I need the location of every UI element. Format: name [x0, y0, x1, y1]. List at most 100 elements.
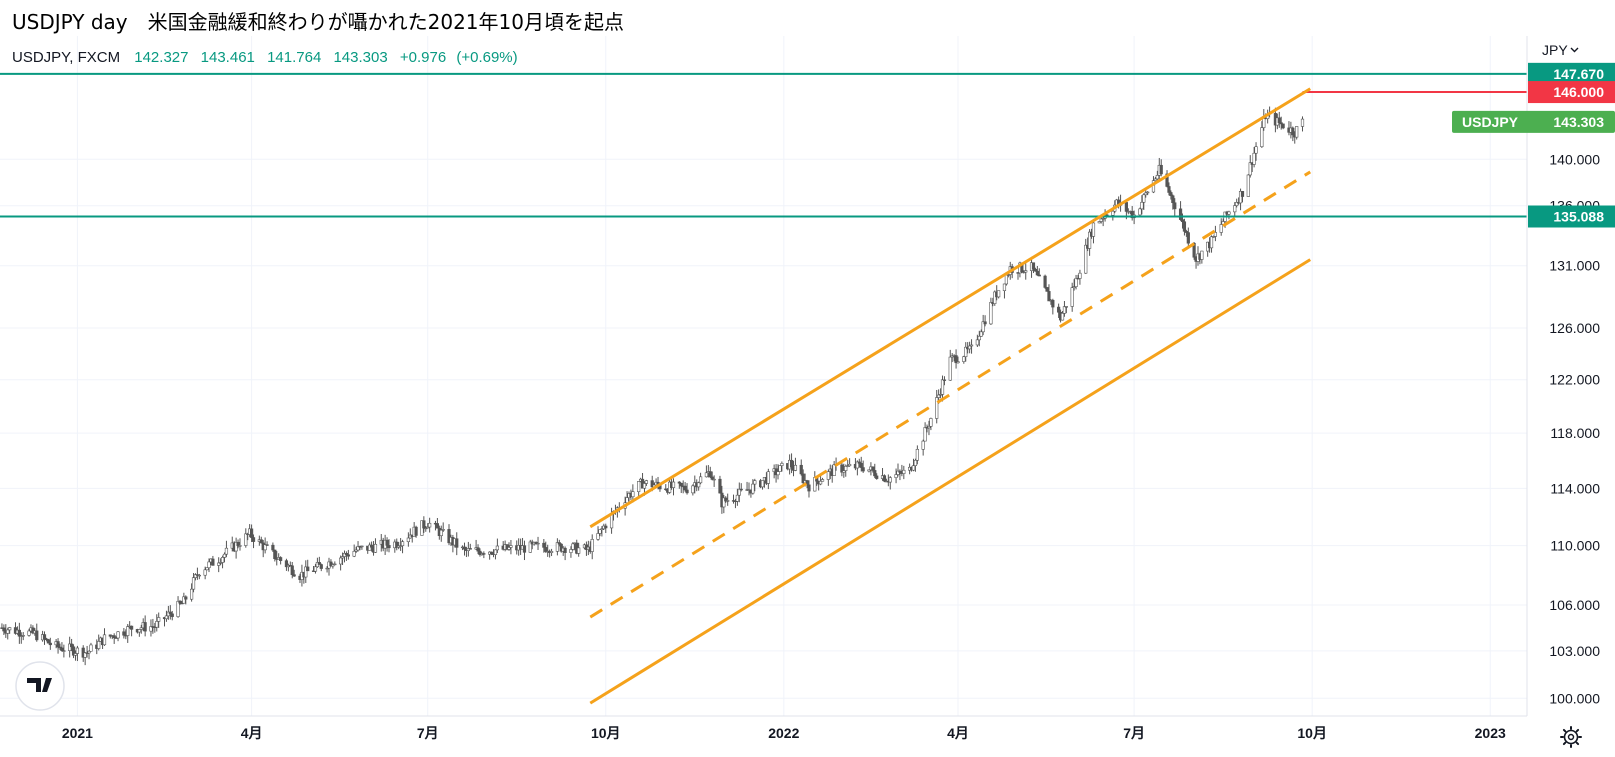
candle-body	[236, 541, 240, 547]
candle	[333, 561, 337, 566]
candle-body	[21, 635, 25, 637]
candle	[737, 482, 741, 503]
candle-body	[896, 470, 900, 475]
candle-body	[737, 488, 741, 496]
candle-body	[596, 533, 600, 540]
candle-body	[938, 394, 943, 396]
candle-body	[712, 478, 716, 481]
candle-body	[993, 291, 997, 304]
candle	[751, 479, 755, 495]
candle-body	[58, 646, 62, 649]
candle	[1240, 190, 1245, 203]
candle	[2, 624, 6, 636]
candle	[466, 541, 470, 557]
candle-body	[178, 600, 182, 604]
candle-body	[875, 475, 879, 479]
channel-upper-line	[589, 87, 1312, 529]
candle	[1171, 194, 1175, 210]
candle-body	[1260, 127, 1264, 148]
candle-body	[97, 641, 101, 649]
candle-body	[956, 361, 960, 364]
candle	[929, 417, 933, 431]
candle-body	[190, 588, 194, 600]
candle-body	[1142, 194, 1146, 203]
candle-body	[989, 302, 993, 325]
candle-body	[964, 346, 968, 358]
candle-body	[842, 470, 846, 473]
candle-body	[975, 339, 979, 346]
tradingview-logo[interactable]	[15, 661, 65, 711]
last-price-value: 143.303	[1553, 114, 1604, 130]
candle-body	[1024, 270, 1028, 273]
candle-body	[387, 545, 391, 549]
settings-button[interactable]	[1560, 726, 1582, 748]
legend-close: 143.303	[333, 49, 387, 66]
candle-body	[1219, 224, 1223, 233]
candle-body	[555, 542, 559, 552]
candle	[1144, 189, 1148, 198]
candle-body	[801, 473, 805, 484]
candle-body	[373, 543, 378, 553]
candle	[989, 297, 993, 325]
candle	[1291, 126, 1295, 142]
candle	[600, 526, 604, 537]
price-tick-label: 110.000	[1550, 538, 1600, 554]
candle-body	[157, 617, 161, 622]
candle	[325, 566, 329, 573]
time-scale-ticks[interactable]: 2021 4月 7月 10月 2022 4月 7月 10月 2023	[62, 725, 1506, 741]
price-tick-label: 114.000	[1550, 480, 1600, 496]
candle	[871, 466, 875, 473]
candle	[948, 349, 952, 381]
candle-body	[832, 464, 836, 476]
candle-body	[873, 470, 877, 477]
candle	[557, 539, 561, 547]
candle-body	[1252, 152, 1256, 165]
candle	[644, 479, 649, 486]
candle	[1281, 123, 1285, 130]
candle	[273, 549, 277, 562]
candle	[679, 482, 683, 493]
candle	[342, 550, 347, 563]
currency-selector[interactable]: JPY	[1542, 42, 1579, 58]
candle	[1233, 202, 1237, 216]
price-scale[interactable]	[1527, 36, 1615, 716]
candle-body	[977, 335, 981, 341]
candle-body	[677, 481, 681, 484]
candle	[569, 546, 573, 558]
candle	[776, 464, 780, 480]
candle	[180, 600, 184, 605]
candle-body	[292, 574, 296, 577]
candle-body	[71, 646, 76, 656]
candle	[664, 484, 668, 491]
candle	[799, 459, 803, 476]
candle	[478, 548, 482, 557]
last-price-tag	[1452, 110, 1615, 133]
candle	[387, 539, 391, 553]
candle	[224, 540, 229, 558]
candle	[840, 462, 844, 477]
candle	[902, 465, 906, 480]
candle-body	[170, 613, 174, 617]
candle-body	[724, 497, 728, 502]
candle-body	[507, 547, 511, 550]
candle	[1254, 142, 1258, 161]
candle-body	[340, 556, 345, 559]
candle-body	[1300, 118, 1305, 127]
candle-body	[1057, 306, 1061, 313]
candle	[493, 549, 498, 560]
candle-body	[923, 427, 927, 442]
candle	[997, 290, 1001, 299]
candle-body	[1002, 283, 1007, 291]
candle-body	[927, 426, 931, 429]
candle	[848, 458, 852, 467]
candle-body	[954, 355, 958, 364]
candle	[197, 573, 201, 580]
candle	[304, 560, 308, 583]
candle-body	[913, 459, 918, 466]
candle-body	[799, 464, 803, 475]
candle	[1088, 229, 1092, 256]
candle-body	[722, 497, 726, 508]
candle-body	[911, 465, 916, 471]
candle	[780, 461, 784, 472]
price-chart[interactable]: 100.000 103.000 106.000 110.000 114.000 118.0…	[0, 36, 1615, 757]
